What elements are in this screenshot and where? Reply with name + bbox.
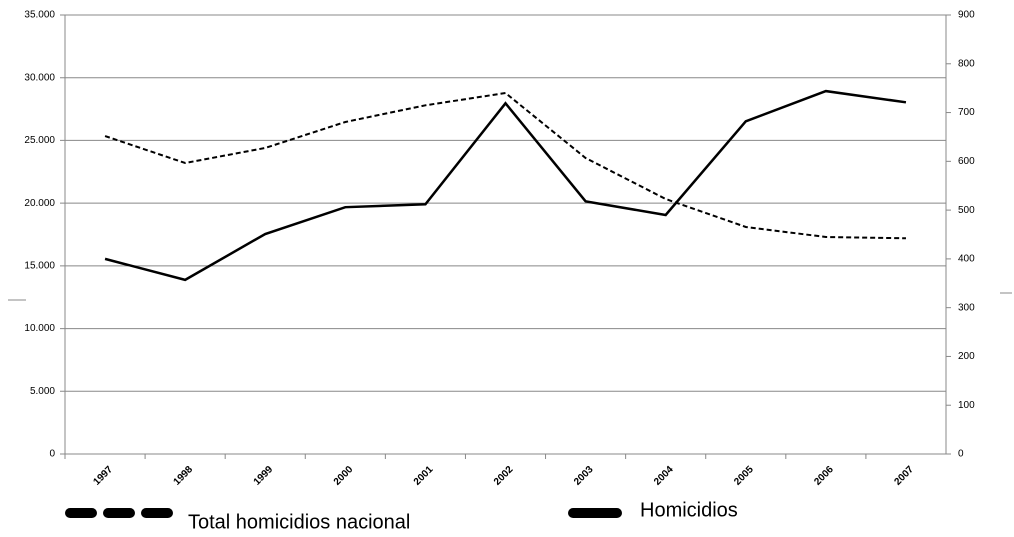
y2-tick-label: 700: [958, 107, 975, 118]
y2-tick-label: 800: [958, 58, 975, 69]
y2-tick-label: 500: [958, 205, 975, 216]
y2-tick-label: 900: [958, 10, 975, 21]
y2-tick-label: 0: [958, 449, 964, 460]
x-tick-label: 2004: [652, 464, 676, 488]
y-tick-label: 10.000: [24, 323, 55, 334]
y2-tick-label: 600: [958, 156, 975, 167]
x-tick-label: 2005: [732, 464, 756, 488]
legend-label: Homicidios: [640, 499, 738, 521]
y-tick-label: 15.000: [24, 260, 55, 271]
y2-tick-label: 100: [958, 400, 975, 411]
y2-tick-label: 200: [958, 351, 975, 362]
x-tick-label: 2007: [892, 464, 916, 488]
x-tick-label: 2001: [412, 464, 436, 488]
legend-label: Total homicidios nacional: [188, 511, 410, 533]
x-tick-label: 2000: [332, 464, 356, 488]
x-tick-label: 2002: [492, 464, 516, 488]
y-tick-label: 25.000: [24, 135, 55, 146]
y-tick-label: 35.000: [24, 10, 55, 21]
x-tick-label: 2003: [572, 464, 596, 488]
series-line: [104, 91, 906, 240]
y-tick-label: 0: [49, 449, 55, 460]
y-tick-label: 5.000: [30, 386, 55, 397]
y-tick-label: 30.000: [24, 72, 55, 83]
y2-tick-label: 300: [958, 302, 975, 313]
x-tick-label: 1998: [172, 464, 196, 488]
y2-tick-label: 400: [958, 254, 975, 265]
x-tick-label: 2006: [812, 464, 836, 488]
x-tick-label: 1999: [252, 464, 276, 488]
y-tick-label: 20.000: [24, 198, 55, 209]
x-tick-label: 1997: [92, 464, 116, 488]
series-line: [104, 89, 907, 282]
